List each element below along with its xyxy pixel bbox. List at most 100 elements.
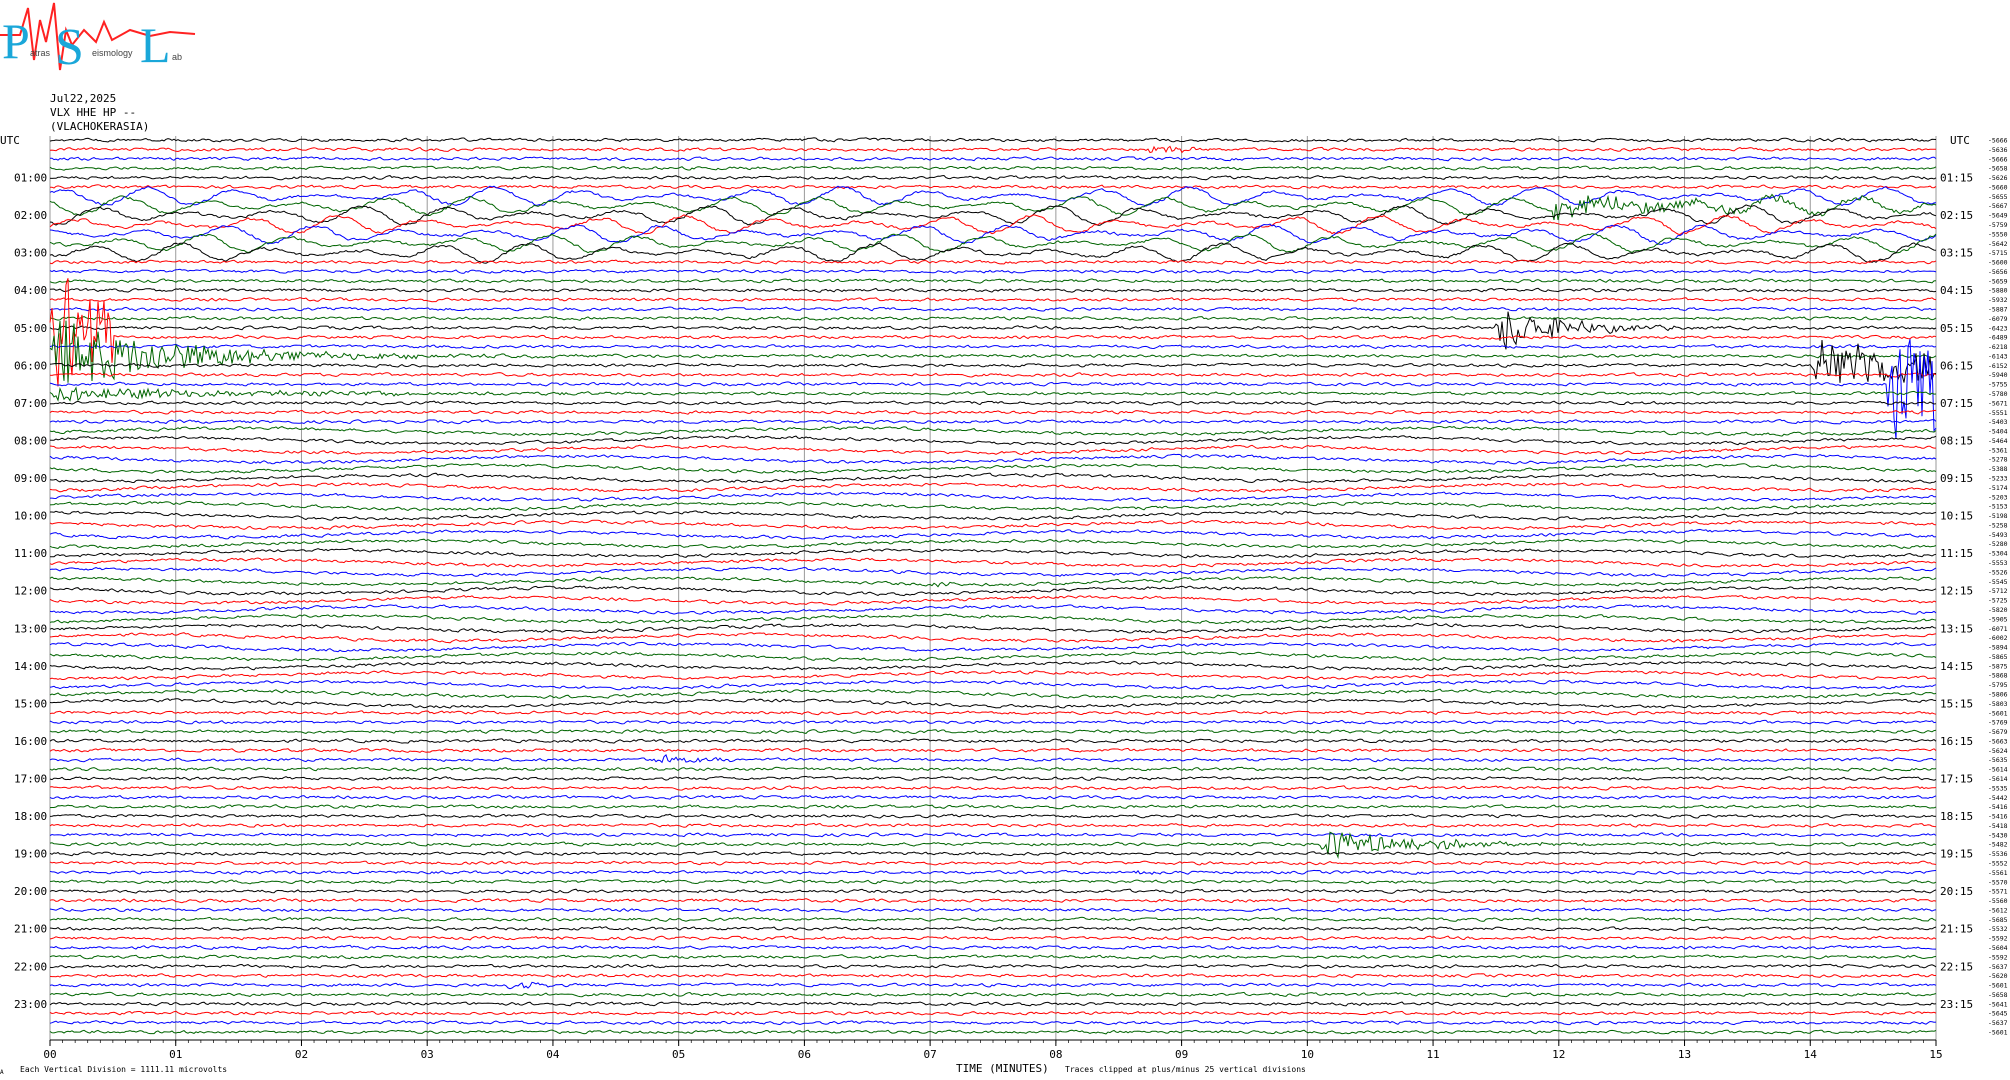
trace-line [49,315,1937,321]
trace-line [49,372,1937,378]
trace-line [49,233,1937,254]
trace-line [49,850,1937,857]
trace-offset-label: -5666 [1988,137,2008,145]
trace-line [49,670,1937,681]
trace-line [49,320,1937,383]
trace-offset-label: -5570 [1988,878,2008,886]
x-tick-label: 10 [1301,1048,1314,1061]
header-station: VLX HHE HP -- [50,106,137,119]
trace-offset-label: -5258 [1988,521,2008,529]
hour-label: 20:00 [14,885,47,898]
trace-offset-label: -5592 [1988,953,2008,961]
quarter-hour-label: 15:15 [1940,697,1973,710]
trace-line [49,869,1937,875]
trace-line [49,435,1937,446]
trace-line [49,860,1937,866]
trace-offset-label: -5712 [1988,587,2008,595]
trace-offset-label: -5464 [1988,437,2008,445]
quarter-hour-label: 02:15 [1940,209,1973,222]
quarter-hour-label: 23:15 [1940,998,1973,1011]
trace-line [49,338,1937,440]
trace-line [49,831,1937,860]
trace-line [49,214,1937,236]
trace-line [49,926,1937,932]
trace-line [49,585,1937,597]
trace-line [49,935,1937,941]
trace-offset-label: -6079 [1988,315,2008,323]
trace-offset-label: -5725 [1988,597,2008,605]
trace-line [49,613,1937,625]
trace-line [49,719,1937,725]
trace-offset-label: -5482 [1988,841,2008,849]
trace-offset-label: -6423 [1988,324,2008,332]
hour-label: 13:00 [14,622,47,635]
trace-line [49,981,1937,990]
trace-line [49,991,1937,998]
trace-line [49,738,1937,744]
trace-line [50,879,1937,885]
x-tick-label: 15 [1929,1048,1942,1061]
trace-offset-label: -5551 [1988,409,2008,417]
trace-offset-label: -5658 [1988,165,2008,173]
x-tick-label: 14 [1804,1048,1818,1061]
logo-subtext-2: eismology [92,48,133,58]
trace-line [50,944,1936,951]
quarter-hour-label: 05:15 [1940,322,1973,335]
x-tick-label: 00 [43,1048,56,1061]
quarter-hour-label: 04:15 [1940,284,1973,297]
trace-offset-label: -5304 [1988,550,2008,558]
trace-offset-label: -5865 [1988,653,2008,661]
trace-line [49,907,1937,913]
logo-subtext-1: atras [30,48,51,58]
trace-offset-label: -5641 [1988,1000,2008,1008]
quarter-hour-label: 03:15 [1940,247,1973,260]
logo-letter-l: L [140,17,171,73]
trace-line [49,754,1937,764]
trace-offset-label: -5536 [1988,850,2008,858]
hour-label: 15:00 [14,697,47,710]
trace-line [49,897,1937,904]
hour-label: 04:00 [14,284,47,297]
trace-offset-label: -5755 [1988,381,2008,389]
x-tick-label: 11 [1426,1048,1439,1061]
trace-line [49,594,1937,606]
chart-grid [49,136,1937,1046]
trace-offset-label: -5601 [1988,709,2008,717]
trace-line [49,278,1937,387]
hour-label: 05:00 [14,322,47,335]
trace-offset-label: -5612 [1988,906,2008,914]
trace-line [49,184,1937,190]
trace-offset-label: -5894 [1988,644,2008,652]
hour-label: 12:00 [14,585,47,598]
trace-offset-label: -5626 [1988,174,2008,182]
x-tick-label: 06 [798,1048,811,1061]
trace-line [49,174,1937,181]
trace-offset-label: -5198 [1988,512,2008,520]
hour-label: 21:00 [14,923,47,936]
psl-logo: P S L atras eismology ab [0,2,196,76]
hour-label: 10:00 [14,510,47,523]
trace-line [49,973,1936,979]
logo-letter-s: S [55,19,84,76]
trace-line [49,963,1937,969]
trace-offset-label: -5624 [1988,747,2008,755]
trace-offset-label: -5795 [1988,681,2008,689]
hour-label: 23:00 [14,998,47,1011]
trace-line [49,472,1937,484]
trace-offset-label: -6071 [1988,625,2008,633]
header-location: (VLACHOKERASIA) [50,120,150,133]
trace-offset-label: -5403 [1988,418,2008,426]
logo-subtext-3: ab [172,52,182,62]
trace-line [49,425,1937,437]
trace-offset-label: -5806 [1988,690,2008,698]
trace-line [49,193,1937,221]
trace-offset-label: -5769 [1988,719,2008,727]
trace-line [49,888,1937,894]
trace-line [49,785,1937,791]
x-tick-label: 05 [672,1048,685,1061]
trace-offset-label: -5280 [1988,540,2008,548]
trace-line [49,409,1937,415]
trace-line [49,813,1937,819]
trace-line [49,311,1937,350]
